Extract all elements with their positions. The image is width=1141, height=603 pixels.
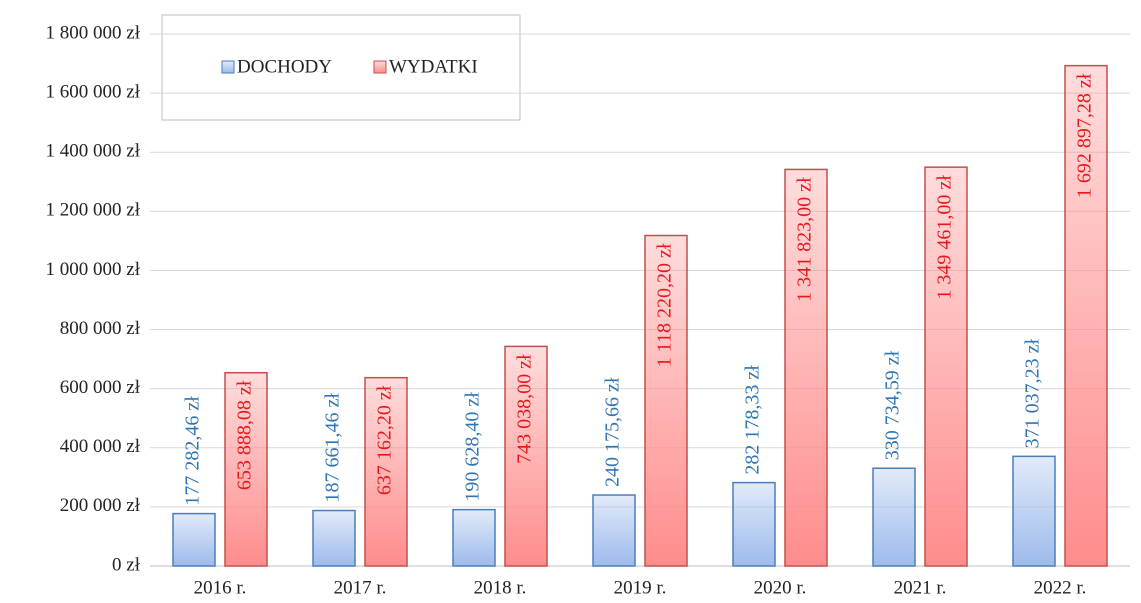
- bar: [364, 376, 408, 567]
- bar: [452, 508, 496, 567]
- value-label: 187 661,46 zł: [322, 393, 344, 503]
- bar: [1064, 64, 1108, 567]
- value-label: 190 628,40 zł: [462, 392, 484, 502]
- y-tick-label: 0 zł: [112, 554, 141, 575]
- y-tick-label: 1 400 000 zł: [46, 141, 141, 162]
- bar: [644, 234, 688, 567]
- y-tick-label: 800 000 zł: [60, 318, 141, 339]
- x-tick-label: 2016 r.: [194, 577, 247, 598]
- value-label: 282 178,33 zł: [742, 365, 764, 475]
- value-label: 177 282,46 zł: [182, 396, 204, 506]
- y-tick-label: 600 000 zł: [60, 377, 141, 398]
- y-tick-label: 400 000 zł: [60, 436, 141, 457]
- bar: [732, 481, 776, 567]
- value-label: 330 734,59 zł: [882, 350, 904, 460]
- y-tick-label: 1 200 000 zł: [46, 200, 141, 221]
- y-tick-label: 1 000 000 zł: [46, 259, 141, 280]
- legend-label: WYDATKI: [389, 56, 478, 77]
- bar: [592, 494, 636, 567]
- y-tick-label: 1 600 000 zł: [46, 81, 141, 102]
- legend-swatch: [221, 60, 235, 74]
- y-tick-label: 200 000 zł: [60, 495, 141, 516]
- x-tick-label: 2021 r.: [894, 577, 947, 598]
- value-label: 1 692 897,28 zł: [1074, 73, 1096, 198]
- value-label: 637 162,20 zł: [374, 385, 396, 495]
- value-label: 653 888,08 zł: [234, 380, 256, 490]
- bar: [1012, 455, 1056, 567]
- value-label: 1 349 461,00 zł: [934, 175, 956, 300]
- x-tick-label: 2022 r.: [1034, 577, 1087, 598]
- value-label: 743 038,00 zł: [514, 354, 536, 464]
- bar: [504, 345, 548, 567]
- legend-swatch: [373, 60, 387, 74]
- value-label: 1 341 823,00 zł: [794, 177, 816, 302]
- value-label: 1 118 220,20 zł: [654, 243, 676, 367]
- bar: [172, 512, 216, 567]
- bar: [312, 509, 356, 567]
- bar: [924, 166, 968, 567]
- x-tick-label: 2018 r.: [474, 577, 527, 598]
- x-tick-label: 2019 r.: [614, 577, 667, 598]
- bar: [224, 371, 268, 567]
- bar: [784, 168, 828, 567]
- value-label: 371 037,23 zł: [1022, 338, 1044, 448]
- x-tick-label: 2020 r.: [754, 577, 807, 598]
- bar: [872, 467, 916, 567]
- x-tick-label: 2017 r.: [334, 577, 387, 598]
- y-tick-label: 1 800 000 zł: [46, 22, 141, 43]
- value-label: 240 175,66 zł: [602, 377, 624, 487]
- legend-label: DOCHODY: [237, 56, 332, 77]
